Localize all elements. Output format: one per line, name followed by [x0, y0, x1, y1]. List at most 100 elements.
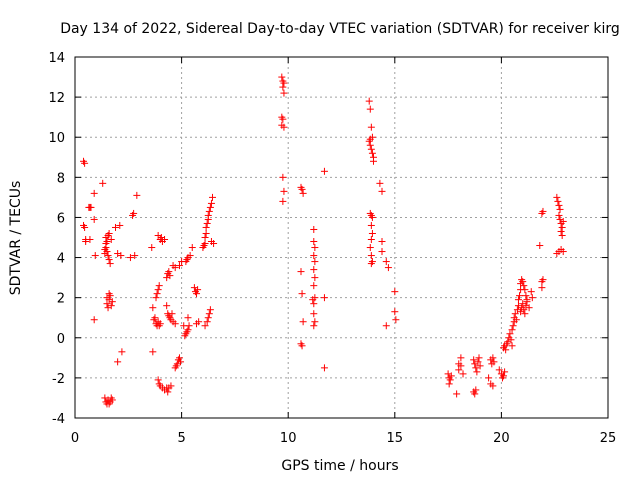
x-axis-label: GPS time / hours — [281, 458, 398, 474]
data-point — [378, 238, 386, 246]
data-point — [558, 223, 566, 231]
data-point — [186, 252, 194, 260]
data-point — [559, 217, 567, 225]
data-point — [528, 294, 536, 302]
data-point — [278, 73, 286, 81]
data-point — [298, 342, 306, 350]
data-point — [90, 215, 98, 223]
data-point — [148, 244, 156, 252]
data-point — [525, 304, 533, 312]
data-point — [553, 193, 561, 201]
data-point — [320, 294, 328, 302]
data-point — [310, 282, 318, 290]
data-point — [107, 236, 115, 244]
y-tick-label: 8 — [57, 171, 65, 186]
chart-title: Day 134 of 2022, Sidereal Day-to-day VTE… — [60, 21, 620, 37]
data-point — [559, 248, 567, 256]
data-point — [367, 252, 375, 260]
data-point — [103, 248, 111, 256]
data-point — [367, 236, 375, 244]
data-point — [104, 252, 112, 260]
data-point — [366, 141, 374, 149]
data-point — [154, 376, 162, 384]
data-point — [175, 354, 183, 362]
data-point — [106, 260, 114, 268]
data-point — [279, 197, 287, 205]
data-point — [506, 330, 514, 338]
data-point — [81, 223, 89, 231]
data-point — [152, 294, 160, 302]
data-point — [130, 209, 138, 217]
data-point — [457, 362, 465, 370]
data-point — [149, 348, 157, 356]
data-point — [445, 380, 453, 388]
data-point — [368, 149, 376, 157]
data-point — [204, 211, 212, 219]
data-point — [471, 390, 479, 398]
data-point — [392, 316, 400, 324]
data-point — [99, 179, 107, 187]
data-point — [108, 396, 116, 404]
data-point — [511, 310, 519, 318]
data-point — [156, 320, 164, 328]
x-tick-label: 15 — [387, 431, 404, 446]
plot-border — [74, 56, 609, 419]
data-point — [512, 316, 520, 324]
data-point — [118, 348, 126, 356]
data-point — [310, 225, 318, 233]
data-point — [519, 278, 527, 286]
data-point — [155, 282, 163, 290]
data-point — [105, 290, 113, 298]
x-tick-label: 10 — [280, 431, 297, 446]
data-point — [366, 244, 374, 252]
data-point — [164, 388, 172, 396]
data-point — [114, 358, 122, 366]
data-point — [310, 322, 318, 330]
data-point — [203, 318, 211, 326]
data-point — [90, 189, 98, 197]
data-point — [521, 286, 529, 294]
data-point — [310, 238, 318, 246]
data-point — [194, 286, 202, 294]
data-point — [366, 105, 374, 113]
data-point — [447, 372, 455, 380]
data-point — [154, 286, 162, 294]
data-point — [476, 362, 484, 370]
data-point — [489, 382, 497, 390]
data-point — [207, 199, 215, 207]
data-point — [378, 248, 386, 256]
data-point — [105, 229, 113, 237]
data-point — [171, 264, 179, 272]
data-point — [149, 304, 157, 312]
data-point — [107, 302, 115, 310]
data-point — [368, 229, 376, 237]
data-point — [320, 167, 328, 175]
data-point — [280, 187, 288, 195]
data-point — [310, 252, 318, 260]
y-tick-label: 4 — [57, 252, 65, 267]
data-point — [367, 260, 375, 268]
y-tick-label: -4 — [52, 412, 65, 427]
data-point — [103, 300, 111, 308]
data-point — [166, 272, 174, 280]
data-point — [175, 262, 183, 270]
data-point — [384, 264, 392, 272]
data-point — [280, 79, 288, 87]
data-point — [539, 207, 547, 215]
data-points — [80, 73, 567, 408]
data-point — [311, 318, 319, 326]
data-point — [297, 268, 305, 276]
data-point — [112, 223, 120, 231]
data-point — [165, 268, 173, 276]
data-point — [495, 366, 503, 374]
x-tick-label: 5 — [177, 431, 185, 446]
x-tick-label: 20 — [493, 431, 510, 446]
data-point — [171, 320, 179, 328]
data-point — [455, 366, 463, 374]
data-point — [188, 244, 196, 252]
data-point — [298, 185, 306, 193]
data-point — [105, 256, 113, 264]
data-point — [210, 240, 218, 248]
data-point — [311, 244, 319, 252]
